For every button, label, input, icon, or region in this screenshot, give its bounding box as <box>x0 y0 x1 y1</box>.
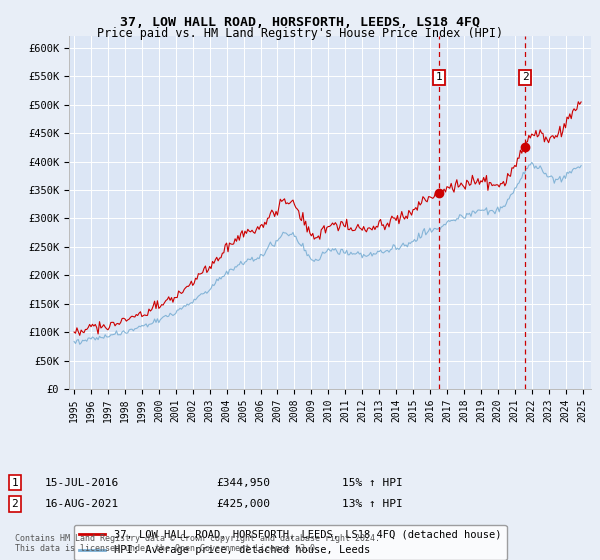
Text: 16-AUG-2021: 16-AUG-2021 <box>45 499 119 509</box>
Text: 1: 1 <box>11 478 19 488</box>
Text: £425,000: £425,000 <box>216 499 270 509</box>
Text: 1: 1 <box>436 72 443 82</box>
Legend: 37, LOW HALL ROAD, HORSFORTH, LEEDS, LS18 4FQ (detached house), HPI: Average pri: 37, LOW HALL ROAD, HORSFORTH, LEEDS, LS1… <box>74 525 506 560</box>
Text: 2: 2 <box>522 72 529 82</box>
Text: 15-JUL-2016: 15-JUL-2016 <box>45 478 119 488</box>
Text: 15% ↑ HPI: 15% ↑ HPI <box>342 478 403 488</box>
Text: 2: 2 <box>11 499 19 509</box>
Text: Contains HM Land Registry data © Crown copyright and database right 2024.
This d: Contains HM Land Registry data © Crown c… <box>15 534 380 553</box>
Text: 13% ↑ HPI: 13% ↑ HPI <box>342 499 403 509</box>
Text: Price paid vs. HM Land Registry's House Price Index (HPI): Price paid vs. HM Land Registry's House … <box>97 27 503 40</box>
Text: 37, LOW HALL ROAD, HORSFORTH, LEEDS, LS18 4FQ: 37, LOW HALL ROAD, HORSFORTH, LEEDS, LS1… <box>120 16 480 29</box>
Text: £344,950: £344,950 <box>216 478 270 488</box>
